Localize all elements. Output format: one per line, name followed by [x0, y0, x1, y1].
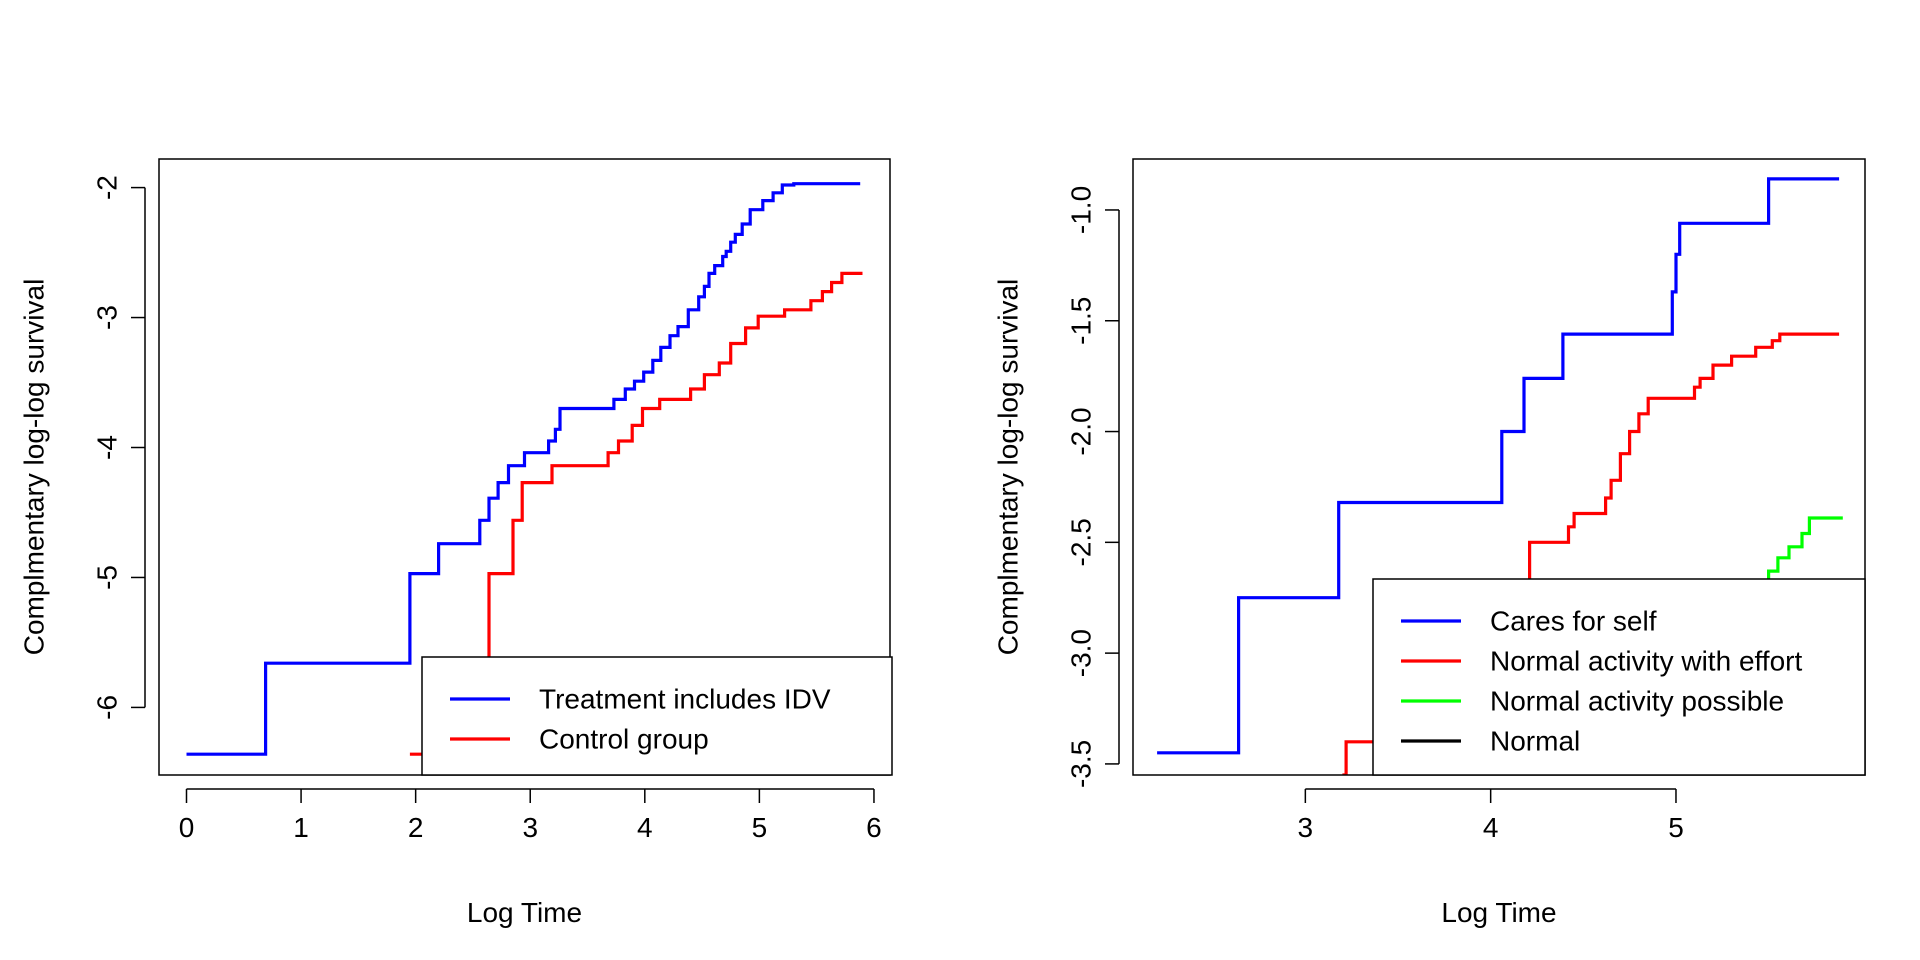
legend-label: Control group [539, 724, 709, 755]
left-panel: 0 1 2 3 4 5 6 -6 -5 -4 -3 -2 Log Time Complmentary lo… [19, 158, 893, 928]
y-tick-label: -1.5 [1066, 297, 1097, 345]
x-tick-label: 6 [866, 812, 882, 843]
y-tick-label: -2.5 [1066, 518, 1097, 566]
legend-label: Treatment includes IDV [539, 684, 831, 715]
series-group [186, 182, 863, 756]
x-tick-label: 3 [522, 812, 538, 843]
series-line-1 [1157, 177, 1840, 755]
x-tick-label: 3 [1298, 812, 1314, 843]
series-line-2 [409, 271, 863, 756]
legend-label: Normal activity with effort [1490, 646, 1802, 677]
x-tick-label: 0 [179, 812, 195, 843]
x-tick-label: 2 [408, 812, 424, 843]
y-axis-label: Complmentary log-log survival [993, 279, 1024, 656]
y-tick-label: -4 [92, 435, 123, 460]
x-axis-label: Log Time [1441, 897, 1556, 928]
series-line-3 [1763, 516, 1843, 584]
x-tick-label: 4 [1483, 812, 1499, 843]
x-tick-label: 5 [752, 812, 768, 843]
x-tick-label: 4 [637, 812, 653, 843]
y-tick-label: -2.0 [1066, 407, 1097, 455]
legend-label: Cares for self [1490, 606, 1657, 637]
y-tick-label: -3 [92, 305, 123, 330]
y-tick-label: -3.5 [1066, 740, 1097, 788]
legend-label: Normal [1490, 726, 1580, 757]
series-line-1 [186, 182, 861, 756]
y-tick-label: -3.0 [1066, 629, 1097, 677]
y-tick-label: -5 [92, 565, 123, 590]
y-tick-label: -6 [92, 695, 123, 720]
legend-label: Normal activity possible [1490, 686, 1784, 717]
legend: Treatment includes IDV Control group [421, 656, 893, 776]
legend: Cares for self Normal activity with effor… [1372, 578, 1866, 776]
y-axis-label: Complmentary log-log survival [19, 279, 50, 656]
y-tick-label: -2 [92, 175, 123, 200]
legend-box [421, 656, 893, 776]
x-tick-label: 5 [1668, 812, 1684, 843]
y-tick-label: -1.0 [1066, 186, 1097, 234]
x-axis-label: Log Time [467, 897, 582, 928]
right-panel: 3 4 5 -3.5 -3.0 -2.5 -2.0 -1.5 -1.0 Log Time Compl… [993, 158, 1866, 928]
x-tick-label: 1 [293, 812, 309, 843]
